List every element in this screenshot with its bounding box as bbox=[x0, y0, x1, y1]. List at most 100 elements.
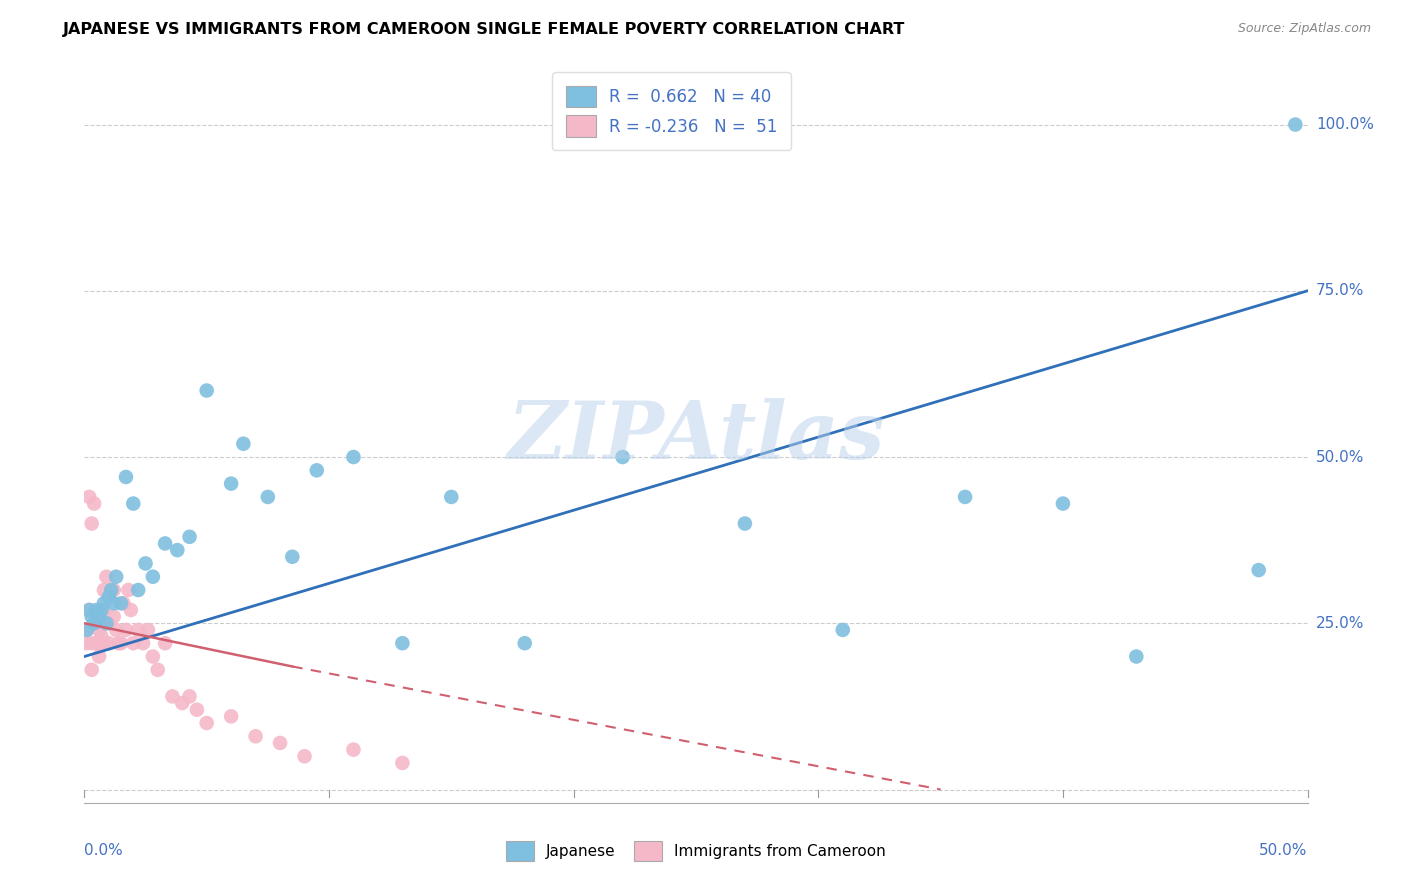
Point bbox=[103, 609, 125, 624]
Point bbox=[1052, 497, 1074, 511]
Point bbox=[342, 742, 364, 756]
Point bbox=[87, 649, 110, 664]
Point bbox=[103, 596, 125, 610]
Point bbox=[179, 530, 201, 544]
Point bbox=[440, 490, 463, 504]
Point bbox=[86, 603, 108, 617]
Point bbox=[80, 516, 103, 531]
Text: 100.0%: 100.0% bbox=[1316, 117, 1374, 132]
Point bbox=[77, 603, 100, 617]
Point bbox=[96, 570, 118, 584]
Point bbox=[115, 470, 138, 484]
Point bbox=[391, 636, 413, 650]
Point bbox=[136, 623, 159, 637]
Point bbox=[93, 582, 115, 597]
Point bbox=[90, 616, 112, 631]
Point bbox=[166, 543, 188, 558]
Point bbox=[77, 603, 100, 617]
Point bbox=[391, 756, 413, 770]
Point bbox=[342, 450, 364, 464]
Point bbox=[83, 616, 105, 631]
Point bbox=[93, 603, 115, 617]
Point bbox=[87, 623, 110, 637]
Point bbox=[219, 476, 242, 491]
Point bbox=[186, 703, 208, 717]
Point bbox=[80, 609, 103, 624]
Point bbox=[257, 490, 280, 504]
Point bbox=[122, 636, 145, 650]
Point bbox=[612, 450, 634, 464]
Point bbox=[103, 582, 125, 597]
Point bbox=[96, 616, 118, 631]
Point bbox=[294, 749, 316, 764]
Point bbox=[153, 536, 176, 550]
Text: 50.0%: 50.0% bbox=[1260, 843, 1308, 858]
Point bbox=[90, 603, 112, 617]
Point bbox=[110, 636, 132, 650]
Point bbox=[115, 623, 138, 637]
Point bbox=[142, 570, 165, 584]
Text: 25.0%: 25.0% bbox=[1316, 615, 1364, 631]
Point bbox=[172, 696, 194, 710]
Point bbox=[245, 729, 267, 743]
Point bbox=[195, 716, 218, 731]
Point bbox=[100, 582, 122, 597]
Point bbox=[80, 663, 103, 677]
Point bbox=[105, 570, 128, 584]
Point bbox=[100, 582, 122, 597]
Point bbox=[734, 516, 756, 531]
Point bbox=[112, 596, 135, 610]
Point bbox=[87, 636, 110, 650]
Text: JAPANESE VS IMMIGRANTS FROM CAMEROON SINGLE FEMALE POVERTY CORRELATION CHART: JAPANESE VS IMMIGRANTS FROM CAMEROON SIN… bbox=[63, 22, 905, 37]
Point bbox=[305, 463, 328, 477]
Point bbox=[1284, 118, 1306, 132]
Point bbox=[87, 609, 110, 624]
Point bbox=[281, 549, 304, 564]
Point bbox=[90, 630, 112, 644]
Text: ZIPAtlas: ZIPAtlas bbox=[508, 399, 884, 475]
Point bbox=[195, 384, 218, 398]
Point bbox=[80, 636, 103, 650]
Point bbox=[97, 616, 120, 631]
Point bbox=[120, 603, 142, 617]
Point bbox=[162, 690, 184, 704]
Legend: Japanese, Immigrants from Cameroon: Japanese, Immigrants from Cameroon bbox=[499, 833, 893, 868]
Point bbox=[146, 663, 169, 677]
Point bbox=[269, 736, 291, 750]
Text: 0.0%: 0.0% bbox=[84, 843, 124, 858]
Point bbox=[179, 690, 201, 704]
Point bbox=[97, 590, 120, 604]
Point bbox=[76, 623, 98, 637]
Text: Source: ZipAtlas.com: Source: ZipAtlas.com bbox=[1237, 22, 1371, 36]
Point bbox=[96, 616, 118, 631]
Point bbox=[76, 623, 98, 637]
Point bbox=[83, 497, 105, 511]
Point bbox=[117, 582, 139, 597]
Point bbox=[219, 709, 242, 723]
Point bbox=[83, 616, 105, 631]
Point bbox=[93, 636, 115, 650]
Point bbox=[122, 497, 145, 511]
Point bbox=[1125, 649, 1147, 664]
Text: 75.0%: 75.0% bbox=[1316, 284, 1364, 298]
Point bbox=[127, 623, 149, 637]
Point bbox=[105, 623, 128, 637]
Point bbox=[831, 623, 853, 637]
Text: 50.0%: 50.0% bbox=[1316, 450, 1364, 465]
Point bbox=[1247, 563, 1270, 577]
Point bbox=[153, 636, 176, 650]
Point bbox=[232, 436, 254, 450]
Point bbox=[110, 596, 132, 610]
Point bbox=[76, 636, 98, 650]
Point bbox=[93, 596, 115, 610]
Point bbox=[97, 636, 120, 650]
Point bbox=[107, 636, 129, 650]
Point bbox=[953, 490, 976, 504]
Point bbox=[135, 557, 157, 571]
Point bbox=[132, 636, 155, 650]
Point bbox=[86, 636, 108, 650]
Point bbox=[77, 490, 100, 504]
Point bbox=[142, 649, 165, 664]
Point bbox=[127, 582, 149, 597]
Point bbox=[86, 636, 108, 650]
